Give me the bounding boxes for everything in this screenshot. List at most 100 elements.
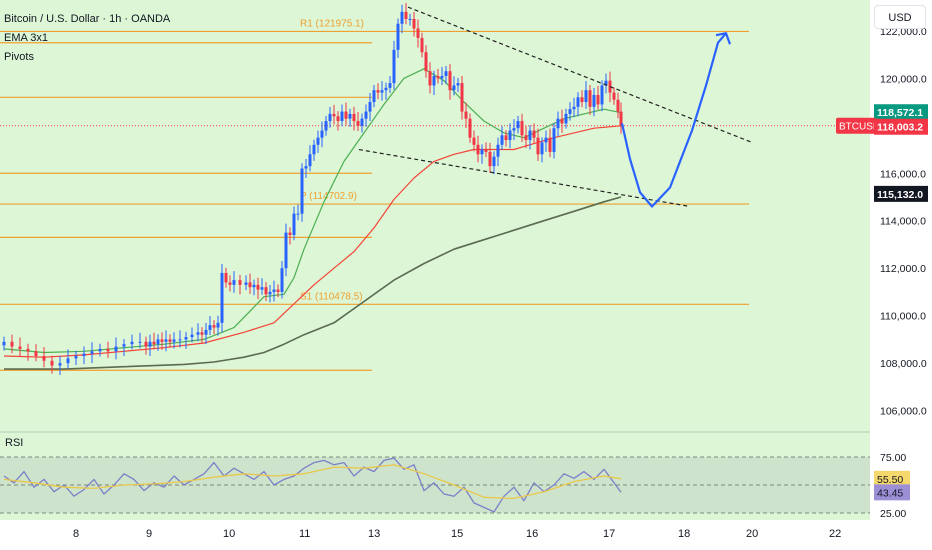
- candle-body: [148, 341, 152, 347]
- candle-body: [400, 11, 404, 24]
- candle-body: [200, 332, 204, 335]
- candle-body: [272, 289, 276, 292]
- time-axis-tick: 17: [603, 528, 615, 540]
- chart-legend: Bitcoin / U.S. Dollar · 1h · OANDA EMA 3…: [4, 10, 170, 67]
- candle-body: [328, 113, 332, 122]
- candle-body: [130, 341, 134, 345]
- candle-body: [224, 272, 228, 283]
- candle-body: [344, 111, 348, 119]
- candle-body: [208, 325, 212, 330]
- candle-body: [368, 102, 372, 112]
- candle-body: [456, 83, 460, 86]
- currency-button[interactable]: USD: [874, 5, 926, 29]
- candle-body: [384, 87, 388, 91]
- rsi-value-tag-text: 43.45: [877, 487, 903, 499]
- time-axis-tick: 9: [146, 528, 152, 540]
- candle-body: [248, 282, 252, 288]
- candle-body: [98, 348, 102, 352]
- pivots-indicator-label[interactable]: Pivots: [4, 51, 34, 63]
- candle-body: [524, 135, 528, 141]
- candle-body: [572, 106, 576, 110]
- time-axis-tick: 13: [368, 528, 380, 540]
- axis-price-tag: [874, 118, 928, 135]
- time-axis-tick: 8: [73, 528, 79, 540]
- symbol-price-tag-text: BTCUSD: [839, 122, 880, 133]
- time-axis-tick: 10: [223, 528, 235, 540]
- candle-body: [372, 90, 376, 103]
- candle-body: [528, 130, 532, 141]
- candle-body: [264, 287, 268, 295]
- candle-body: [172, 339, 176, 342]
- candle-body: [336, 116, 340, 122]
- candle-body: [540, 142, 544, 155]
- pivot-label: P (114702.9): [300, 191, 357, 202]
- symbol-price-tag: [836, 117, 876, 134]
- candle-body: [260, 287, 264, 290]
- axis-price-tag-text: 118,572.1: [877, 107, 923, 119]
- candle-body: [360, 118, 364, 126]
- candle-body: [460, 83, 464, 112]
- candle-body: [468, 118, 472, 138]
- pivot-label: R1 (121975.1): [300, 18, 364, 29]
- candle-body: [496, 144, 500, 157]
- candle-body: [560, 118, 564, 124]
- ema-line-2: [3, 125, 622, 358]
- candle-body: [144, 341, 148, 347]
- candle-body: [564, 113, 568, 124]
- candle-body: [424, 52, 428, 72]
- candle-body: [82, 353, 86, 357]
- candle-body: [252, 284, 256, 288]
- symbol-title[interactable]: Bitcoin / U.S. Dollar · 1h · OANDA: [4, 13, 171, 25]
- axis-price-tag: [874, 104, 928, 121]
- candle-body: [18, 346, 22, 349]
- candle-body: [10, 341, 14, 347]
- candle-body: [452, 85, 456, 91]
- candle-body: [420, 37, 424, 53]
- price-axis-tick: 112,000.0: [880, 263, 926, 275]
- candle-body: [26, 348, 30, 352]
- candle-body: [244, 282, 248, 285]
- candle-body: [316, 137, 320, 145]
- candle-body: [300, 168, 304, 214]
- candle-body: [416, 28, 420, 38]
- candle-body: [476, 144, 480, 155]
- time-axis-tick: 20: [746, 528, 758, 540]
- rsi-axis-tick: 25.00: [880, 508, 906, 520]
- candle-body: [284, 232, 288, 269]
- candle-body: [508, 130, 512, 141]
- rsi-value-tag: [874, 470, 910, 487]
- candle-body: [232, 280, 236, 285]
- candle-body: [544, 137, 548, 143]
- candle-body: [156, 339, 160, 345]
- price-axis-tick: 110,000.0: [880, 311, 926, 323]
- time-axis-tick: 15: [451, 528, 463, 540]
- ema-line-3: [4, 196, 622, 370]
- candle-body: [612, 92, 616, 100]
- candle-body: [552, 128, 556, 152]
- candle-body: [90, 351, 94, 354]
- candle-body: [364, 111, 368, 119]
- candle-body: [58, 363, 62, 366]
- candle-body: [304, 166, 308, 169]
- candle-body: [114, 346, 118, 352]
- candle-body: [184, 337, 188, 340]
- projection-arrowhead: [715, 32, 732, 45]
- candle-body: [228, 282, 232, 285]
- candle-body: [392, 49, 396, 84]
- candle-body: [556, 118, 560, 129]
- candle-body: [404, 11, 408, 19]
- ema-indicator-label[interactable]: EMA 3x1: [4, 32, 49, 44]
- candle-body: [238, 280, 242, 285]
- price-axis-tick: 108,000.0: [880, 358, 927, 370]
- candle-body: [584, 90, 588, 103]
- price-axis-background: [870, 0, 932, 550]
- candle-body: [74, 356, 78, 359]
- candle-body: [412, 18, 416, 29]
- rsi-ma-line: [3, 464, 622, 500]
- rsi-indicator-label[interactable]: RSI: [5, 437, 24, 449]
- candle-body: [216, 322, 220, 328]
- candle-body: [472, 137, 476, 145]
- candle-body: [296, 213, 300, 215]
- candle-body: [42, 356, 46, 361]
